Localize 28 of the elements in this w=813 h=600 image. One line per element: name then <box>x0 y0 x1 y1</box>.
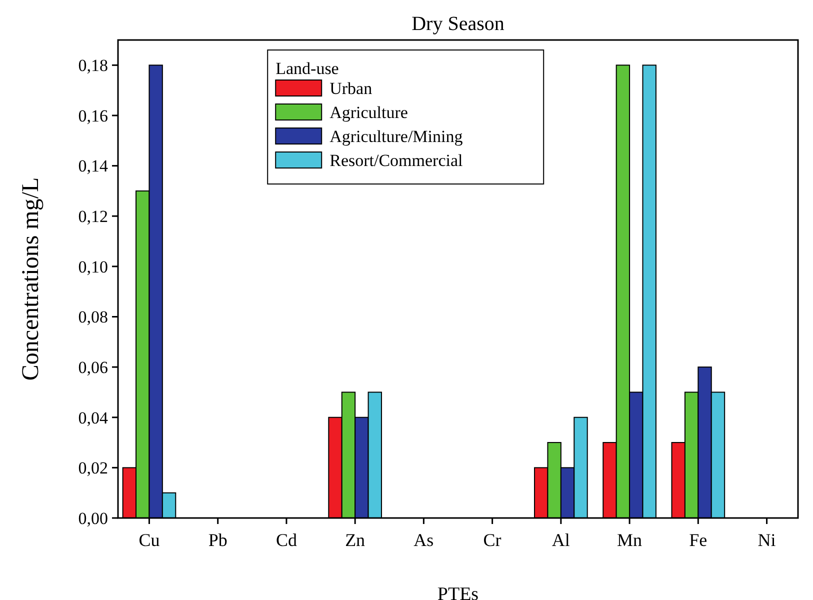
y-tick-label: 0,02 <box>78 458 108 478</box>
y-tick-label: 0,08 <box>78 308 108 327</box>
x-tick-label: As <box>414 530 434 550</box>
legend-label: Resort/Commercial <box>330 151 464 170</box>
legend-title: Land-use <box>276 59 339 78</box>
legend-label: Agriculture <box>330 103 408 122</box>
x-tick-label: Pb <box>208 530 228 550</box>
x-tick-label: Zn <box>345 530 366 550</box>
legend-label: Urban <box>330 79 373 98</box>
x-tick-label: Al <box>552 530 570 550</box>
y-tick-label: 0,04 <box>78 408 108 428</box>
x-tick-label: Cd <box>276 530 297 550</box>
x-tick-label: Fe <box>689 530 708 550</box>
y-tick-label: 0,16 <box>78 106 108 126</box>
y-tick-label: 0,00 <box>78 508 108 528</box>
y-tick-label: 0,06 <box>78 358 108 378</box>
x-axis-title: PTEs <box>437 584 479 600</box>
x-tick-label: Cr <box>483 530 502 550</box>
chart-title: Dry Season <box>412 13 504 35</box>
y-tick-label: 0,14 <box>78 156 108 176</box>
x-tick-label: Mn <box>617 530 642 550</box>
x-tick-label: Ni <box>758 530 776 550</box>
y-tick-label: 0,18 <box>78 56 108 76</box>
y-tick-label: 0,10 <box>78 257 108 276</box>
legend-label: Agriculture/Mining <box>330 127 464 146</box>
y-tick-label: 0,12 <box>78 207 108 226</box>
y-axis-title: Concentrations mg/L <box>18 177 44 381</box>
x-tick-label: Cu <box>138 530 160 550</box>
